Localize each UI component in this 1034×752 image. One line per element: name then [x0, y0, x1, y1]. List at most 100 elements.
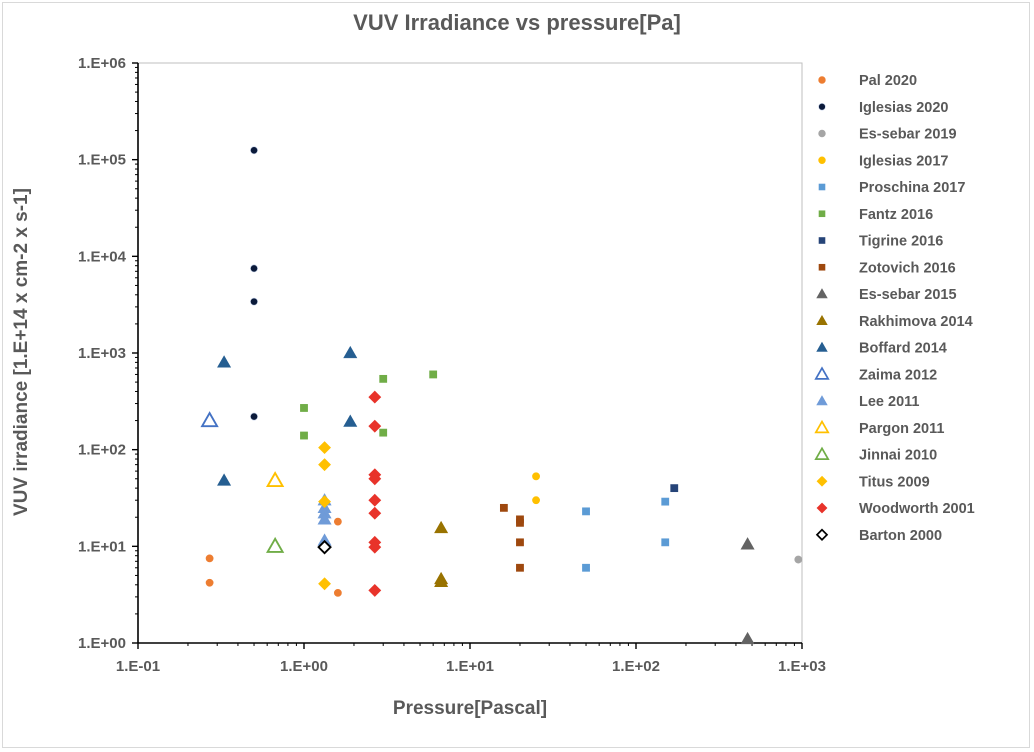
data-point [318, 577, 331, 591]
chart-title: VUV Irradiance vs pressure[Pa] [353, 10, 681, 35]
x-tick-label: 1.E+00 [280, 658, 328, 675]
data-point [368, 493, 382, 507]
data-point [516, 538, 524, 547]
legend-label: Woodworth 2001 [859, 501, 975, 517]
legend-marker [816, 475, 828, 487]
legend-item: Lee 2011 [816, 394, 919, 410]
legend-item: Iglesias 2017 [818, 153, 949, 169]
series-3 [532, 472, 540, 505]
legend-marker [818, 103, 826, 111]
legend-marker [816, 341, 828, 352]
y-tick-label: 1.E+04 [78, 248, 127, 265]
legend-marker [816, 288, 828, 299]
data-point [318, 458, 331, 472]
legend-label: Es-sebar 2019 [859, 127, 957, 143]
legend-marker [818, 183, 826, 191]
series-14 [265, 536, 285, 553]
data-point [532, 472, 540, 481]
y-tick-label: 1.E+05 [78, 152, 126, 169]
legend-item: Rakhimova 2014 [816, 314, 973, 330]
data-point [200, 411, 219, 428]
legend-item: Jinnai 2010 [814, 446, 937, 464]
legend-item: Fantz 2016 [818, 207, 933, 223]
data-point [343, 345, 358, 359]
data-point [317, 539, 332, 555]
data-point [217, 473, 232, 486]
data-point [368, 583, 382, 597]
series-8 [740, 537, 755, 645]
series-16 [368, 390, 382, 597]
data-point [582, 563, 590, 572]
data-point [429, 370, 438, 379]
data-point [368, 540, 382, 554]
legend-marker [818, 263, 826, 271]
data-point [379, 374, 388, 383]
series-17 [317, 539, 332, 555]
legend-item: Es-sebar 2019 [818, 127, 957, 143]
x-axis-title: Pressure[Pascal] [392, 698, 548, 719]
data-point [343, 414, 358, 427]
legend-marker [818, 156, 826, 164]
data-point [333, 517, 342, 526]
data-point [532, 496, 540, 505]
data-point [516, 563, 524, 572]
legend-label: Pal 2020 [859, 73, 917, 89]
series-5 [300, 370, 438, 440]
y-tick-label: 1.E+03 [78, 345, 126, 362]
legend-label: Zaima 2012 [859, 367, 937, 383]
legend-marker [815, 528, 829, 541]
legend-label: Barton 2000 [859, 528, 942, 544]
legend-marker [814, 446, 830, 460]
series-2 [794, 555, 803, 564]
legend-label: Rakhimova 2014 [859, 314, 973, 330]
legend-marker [816, 502, 828, 514]
legend-item: Boffard 2014 [816, 341, 947, 357]
legend-label: Fantz 2016 [859, 207, 933, 223]
x-tick-label: 1.E+02 [612, 658, 660, 675]
legend-marker [816, 395, 828, 406]
x-tick-label: 1.E+01 [446, 658, 494, 675]
data-point [670, 484, 679, 493]
y-tick-label: 1.E+01 [78, 538, 126, 555]
legend-label: Proschina 2017 [859, 180, 965, 196]
legend-label: Tigrine 2016 [859, 234, 943, 250]
data-point [317, 512, 332, 525]
y-tick-label: 1.E+00 [78, 635, 126, 652]
data-point [250, 297, 258, 306]
legend-marker [818, 237, 826, 244]
series-0 [205, 517, 342, 597]
data-point [379, 428, 388, 437]
data-point [265, 471, 285, 488]
data-point [368, 472, 382, 486]
legend-label: Zotovich 2016 [859, 260, 956, 276]
data-point [333, 588, 342, 597]
data-point [300, 431, 308, 440]
legend-item: Pal 2020 [818, 73, 917, 89]
x-tick-label: 1.E-01 [116, 658, 160, 675]
data-point [516, 518, 524, 527]
legend-item: Es-sebar 2015 [816, 287, 957, 303]
legend-marker [818, 129, 826, 138]
series-6 [670, 484, 679, 493]
y-tick-label: 1.E+06 [78, 55, 126, 72]
series-15 [318, 441, 331, 591]
series-11 [200, 411, 219, 428]
legend-marker [814, 419, 830, 434]
legend-item: Zaima 2012 [814, 366, 937, 383]
legend-item: Tigrine 2016 [818, 234, 943, 250]
data-point [661, 538, 670, 547]
series-7 [499, 503, 524, 572]
legend-label: Titus 2009 [859, 474, 930, 490]
data-point [368, 506, 382, 520]
data-point [217, 355, 232, 368]
data-point [318, 441, 331, 455]
legend-item: Titus 2009 [816, 474, 930, 490]
data-point [434, 520, 449, 534]
legend-item: Proschina 2017 [818, 180, 965, 196]
legend-label: Es-sebar 2015 [859, 287, 957, 303]
data-point [205, 554, 214, 563]
y-tick-label: 1.E+02 [78, 442, 126, 459]
series-1 [250, 146, 258, 421]
data-point [368, 419, 382, 433]
